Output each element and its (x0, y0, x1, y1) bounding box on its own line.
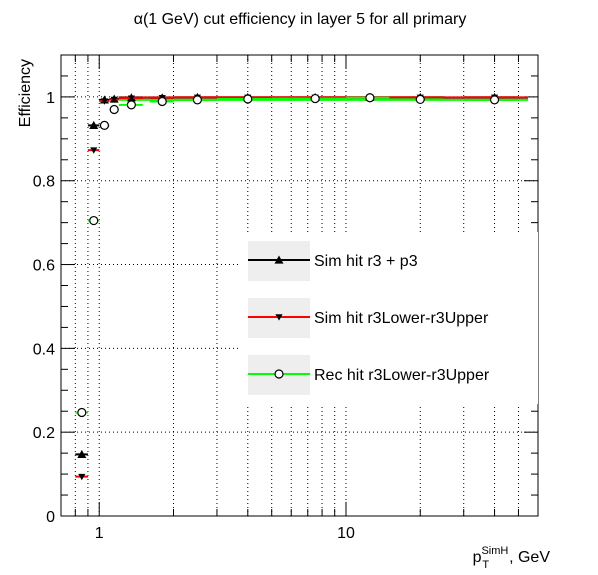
data-point (157, 96, 167, 107)
legend-marker (274, 369, 284, 379)
data-point (100, 98, 109, 105)
data-point (489, 95, 500, 105)
y-tick-label: 0.2 (33, 425, 55, 442)
data-point (77, 449, 87, 458)
chart-title: α(1 GeV) cut efficiency in layer 5 for a… (134, 11, 467, 28)
data-point (243, 94, 253, 104)
y-tick-label: 0.4 (33, 341, 55, 358)
y-tick-label: 0.8 (33, 174, 55, 191)
legend-label: Sim hit r3 + p3 (314, 253, 418, 270)
data-point (192, 95, 203, 105)
x-axis-label-sup: SimH (481, 545, 508, 557)
data-point (99, 120, 110, 131)
x-tick-label: 10 (337, 525, 355, 542)
x-axis-label-base: p (473, 549, 482, 566)
legend: Sim hit r3 + p3 Sim hit r3Lower-r3Upper Re… (238, 232, 538, 404)
y-tick-label: 0.6 (33, 258, 55, 275)
series-layer (75, 92, 528, 481)
y-tick-label: 1 (46, 90, 55, 107)
y-tick-label: 0 (46, 509, 55, 526)
data-point (77, 407, 87, 418)
data-point (89, 120, 99, 130)
data-point (310, 93, 320, 104)
data-point (109, 104, 119, 115)
data-point (110, 96, 118, 104)
data-point (365, 93, 375, 103)
y-axis-label: Efficiency (17, 59, 34, 127)
grid-lines (60, 55, 539, 516)
legend-marker (274, 255, 284, 264)
data-point (126, 100, 136, 110)
x-axis-label: pSimH T , GeV (473, 545, 551, 571)
data-point (415, 94, 425, 105)
axis-ticks: 1 10 0 0.2 0.4 0.6 0.8 1 (33, 55, 539, 542)
x-tick-label: 1 (95, 525, 104, 542)
legend-marker (275, 314, 283, 321)
legend-label: Rec hit r3Lower-r3Upper (314, 367, 490, 384)
x-axis-label-sub: T (482, 559, 489, 571)
data-point (89, 215, 99, 226)
data-point (78, 473, 86, 481)
legend-label: Sim hit r3Lower-r3Upper (314, 310, 489, 327)
data-point (127, 95, 135, 102)
data-point (90, 147, 98, 154)
x-axis-label-suffix: , GeV (509, 549, 550, 566)
